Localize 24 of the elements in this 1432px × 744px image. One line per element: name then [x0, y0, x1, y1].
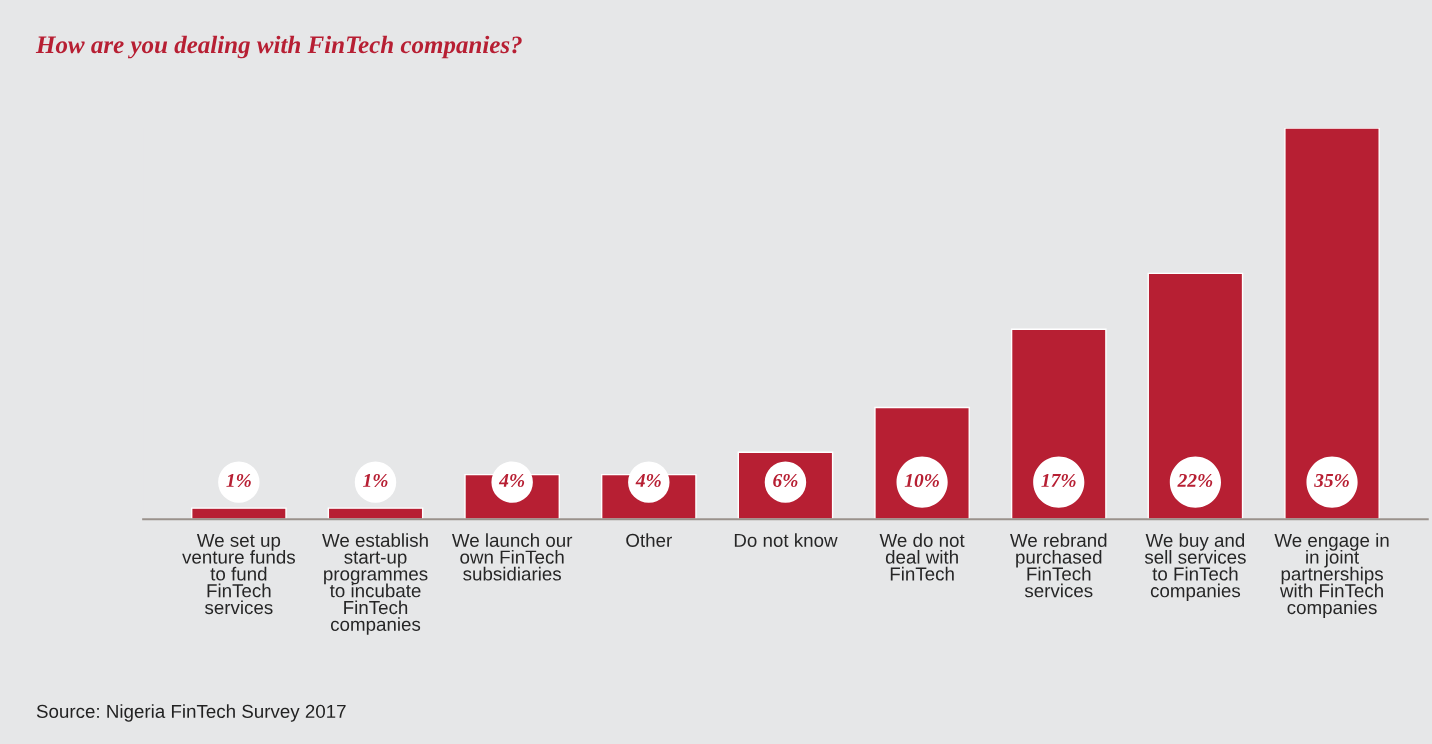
source-note: Source: Nigeria FinTech Survey 2017 — [36, 704, 346, 722]
x-tick-label: We do not deal with FinTech — [879, 533, 965, 581]
data-label: 10% — [904, 473, 939, 488]
x-tick-label: We buy and sell services to FinTech companies — [1144, 533, 1246, 602]
data-label: 1% — [226, 473, 251, 488]
x-tick-label: We set up venture funds to fund FinTech services — [182, 533, 295, 615]
x-tick-label: Other — [626, 533, 672, 547]
bar — [1147, 272, 1244, 520]
bar — [327, 507, 424, 520]
data-label: 22% — [1177, 473, 1213, 488]
x-tick-label: We establish start-up programmes to incubate FinTech companies — [322, 533, 428, 635]
x-tick-label: We launch our own FinTech subsidiaries — [451, 533, 573, 581]
data-label: 4% — [635, 473, 661, 488]
data-label: 1% — [363, 473, 388, 488]
bar — [191, 507, 287, 520]
data-label: 17% — [1041, 473, 1076, 488]
x-tick-label: We engage in in joint partnerships with FinTech companies — [1274, 533, 1389, 618]
chart-title: How are you dealing with FinTech companies? — [35, 35, 522, 59]
x-tick-label: We rebrand purchased FinTech services — [1010, 533, 1107, 598]
data-label: 4% — [498, 473, 525, 488]
bar — [1284, 127, 1380, 520]
data-label: 6% — [773, 473, 798, 488]
x-tick-label: Do not know — [734, 533, 838, 547]
data-label: 35% — [1314, 473, 1349, 488]
